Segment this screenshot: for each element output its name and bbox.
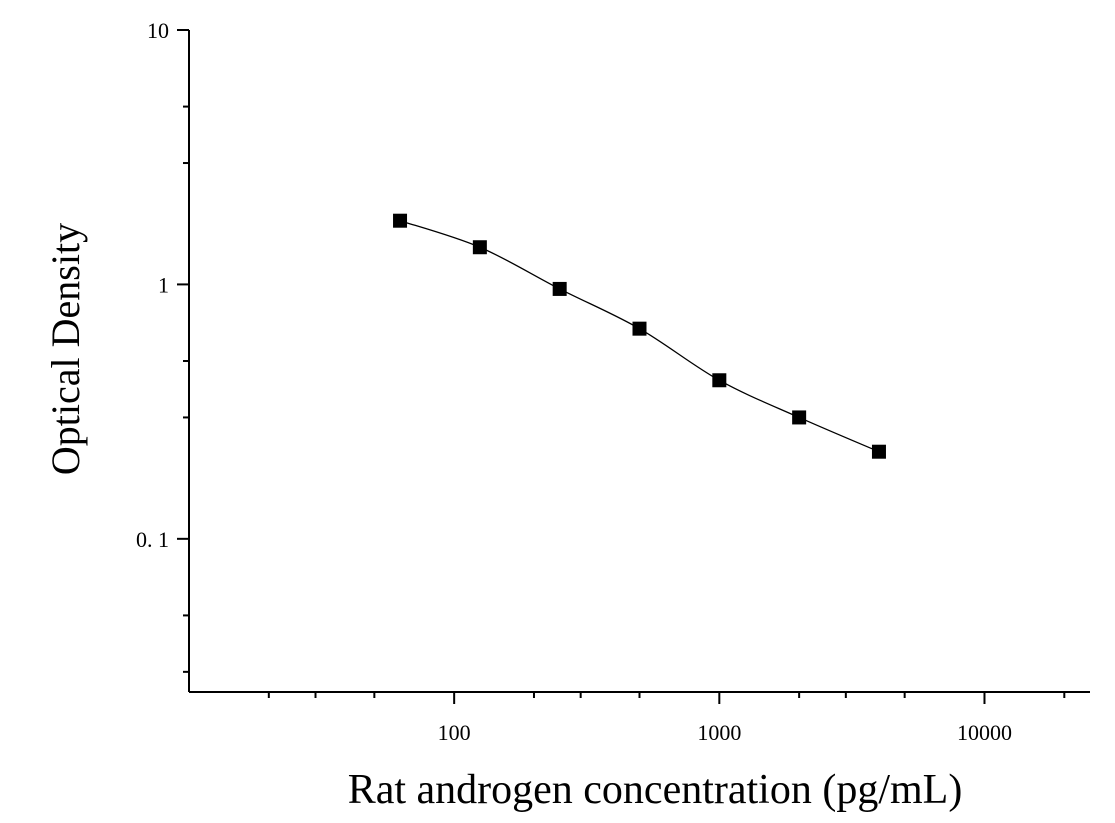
x-tick-label: 10000 xyxy=(957,720,1012,745)
x-tick-label: 1000 xyxy=(697,720,741,745)
data-point-4 xyxy=(632,321,647,336)
data-points xyxy=(393,213,886,459)
data-point-7 xyxy=(871,444,886,459)
axes xyxy=(188,30,1090,693)
x-axis-title: Rat androgen concentration (pg/mL) xyxy=(348,767,963,813)
data-point-2 xyxy=(472,240,487,255)
data-point-3 xyxy=(552,281,567,296)
fit-curve-line xyxy=(399,220,880,453)
data-point-1 xyxy=(393,213,408,228)
y-tick-label: 0. 1 xyxy=(136,527,169,552)
fit-curve xyxy=(399,220,880,453)
tick-labels: 100 1000 10000 0. 1 1 10 xyxy=(136,18,1012,745)
x-tick-label: 100 xyxy=(438,720,471,745)
y-axis-title: Optical Density xyxy=(43,223,88,475)
ticks xyxy=(177,29,1066,704)
y-tick-label: 1 xyxy=(158,272,169,297)
y-tick-label: 10 xyxy=(147,18,169,43)
data-point-5 xyxy=(712,373,727,388)
data-point-6 xyxy=(792,410,807,425)
